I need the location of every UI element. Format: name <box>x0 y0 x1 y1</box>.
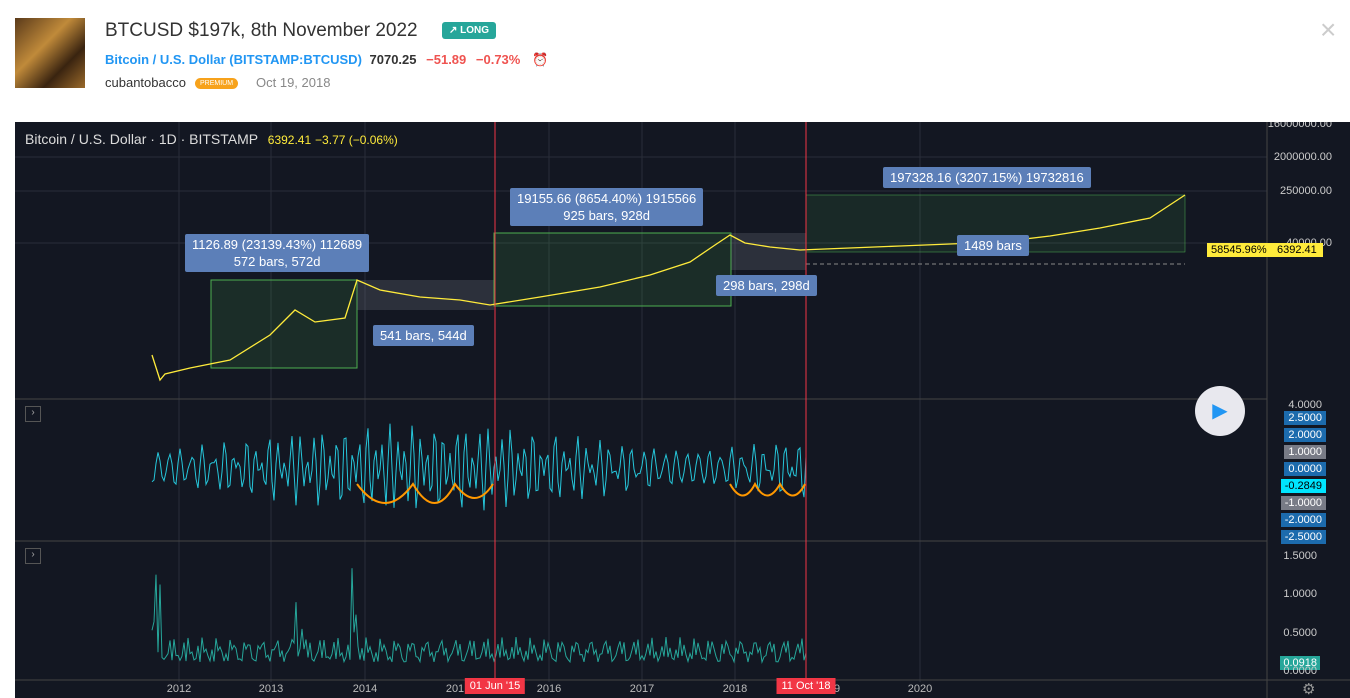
measure-bars: 572 bars, 572d <box>233 254 321 269</box>
measure-box <box>731 233 806 270</box>
legend-symbol: Bitcoin / U.S. Dollar · 1D · BITSTAMP <box>25 131 258 147</box>
x-axis-label: 2017 <box>629 683 655 695</box>
vol-axis-label: 1.5000 <box>1283 550 1317 562</box>
osc-axis-label: 4.0000 <box>1288 399 1322 411</box>
osc-axis-label: -1.0000 <box>1280 496 1326 510</box>
price-axis-label: 16000000.00 <box>1267 122 1332 130</box>
avatar <box>15 18 85 88</box>
chart: Bitcoin / U.S. Dollar · 1D · BITSTAMP 63… <box>15 122 1350 698</box>
measure-box <box>493 232 732 307</box>
long-badge: ↗ LONG <box>442 22 497 39</box>
price-line <box>151 194 1186 382</box>
symbol-name[interactable]: Bitcoin / U.S. Dollar <box>105 52 226 67</box>
oscillator-line <box>151 423 807 511</box>
measure-label: 19155.66 (8654.40%) 1915566 925 bars, 928… <box>510 188 704 226</box>
collapse[interactable]: › <box>25 406 41 422</box>
vol-axis-label: 1.0000 <box>1283 588 1317 600</box>
date-marker: 11 Oct '18 <box>776 678 836 694</box>
measure-box <box>210 279 358 369</box>
vol-axis-label: 0.0918 <box>1280 656 1320 670</box>
x-axis-label: 2020 <box>907 683 933 695</box>
measure-bars: 925 bars, 928d <box>563 208 650 223</box>
legend: Bitcoin / U.S. Dollar · 1D · BITSTAMP 63… <box>25 131 398 147</box>
play-button[interactable]: ▶ <box>1195 386 1245 436</box>
change-pct: −0.73% <box>475 52 521 67</box>
change: −51.89 <box>426 52 467 67</box>
x-axis-label: 9 <box>833 683 841 695</box>
x-axis-label: 2012 <box>166 683 192 695</box>
legend-change: −3.77 (−0.06%) <box>315 133 398 147</box>
measure-label: 298 bars, 298d <box>716 275 817 296</box>
measure-box <box>357 280 494 310</box>
alert-icon[interactable]: ⏰ <box>531 52 549 67</box>
price-tag: 58545.96% <box>1207 243 1271 257</box>
price-axis-label: 2000000.00 <box>1273 151 1332 163</box>
volatility-line <box>151 568 807 664</box>
price-axis-label: 250000.00 <box>1280 185 1332 197</box>
osc-axis-label: -0.2849 <box>1280 479 1326 493</box>
measure-label: 1489 bars <box>957 235 1029 256</box>
premium-badge: PREMIUM <box>195 78 239 89</box>
measure-label: 1126.89 (23139.43%) 112689 572 bars, 572d <box>185 234 370 272</box>
measure-top: 1126.89 (23139.43%) 112689 <box>192 237 363 252</box>
x-axis-label: 2018 <box>722 683 748 695</box>
vol-axis-label: 0.5000 <box>1283 627 1317 639</box>
arcs <box>356 481 806 504</box>
settings-icon[interactable]: ⚙ <box>1302 681 1316 698</box>
osc-axis-label: -2.5000 <box>1280 530 1326 544</box>
price: 7070.25 <box>369 52 417 67</box>
idea-title: BTCUSD $197k, 8th November 2022 <box>105 20 418 41</box>
x-axis-label: 2013 <box>258 683 284 695</box>
symbol-line: Bitcoin / U.S. Dollar (BITSTAMP:BTCUSD) … <box>105 52 549 67</box>
osc-axis-label: 2.0000 <box>1284 428 1326 442</box>
x-axis-label: 2016 <box>536 683 562 695</box>
osc-axis-label: 2.5000 <box>1284 411 1326 425</box>
measure-top: 19155.66 (8654.40%) 1915566 <box>517 191 697 206</box>
vol-axis-label: 0.0000 <box>1283 665 1317 677</box>
badge-text: LONG <box>460 25 490 36</box>
measure-label: 197328.16 (3207.15%) 19732816 <box>883 167 1091 188</box>
osc-axis-label: 1.0000 <box>1284 445 1326 459</box>
osc-axis-label: 0.0000 <box>1284 462 1326 476</box>
x-axis-label: 2014 <box>352 683 378 695</box>
exchange[interactable]: BITSTAMP:BTCUSD <box>233 52 358 67</box>
author[interactable]: cubantobacco <box>105 75 186 90</box>
measure-label: 541 bars, 544d <box>373 325 474 346</box>
date: Oct 19, 2018 <box>256 75 331 90</box>
collapse[interactable]: › <box>25 548 41 564</box>
close-button[interactable]: × <box>1320 14 1337 45</box>
date-marker: 01 Jun '15 <box>464 678 526 694</box>
x-axis-label: 201 <box>445 683 465 695</box>
price-tag: 6392.41 <box>1271 243 1323 257</box>
legend-price: 6392.41 <box>267 133 312 147</box>
osc-axis-label: -2.0000 <box>1280 513 1326 527</box>
